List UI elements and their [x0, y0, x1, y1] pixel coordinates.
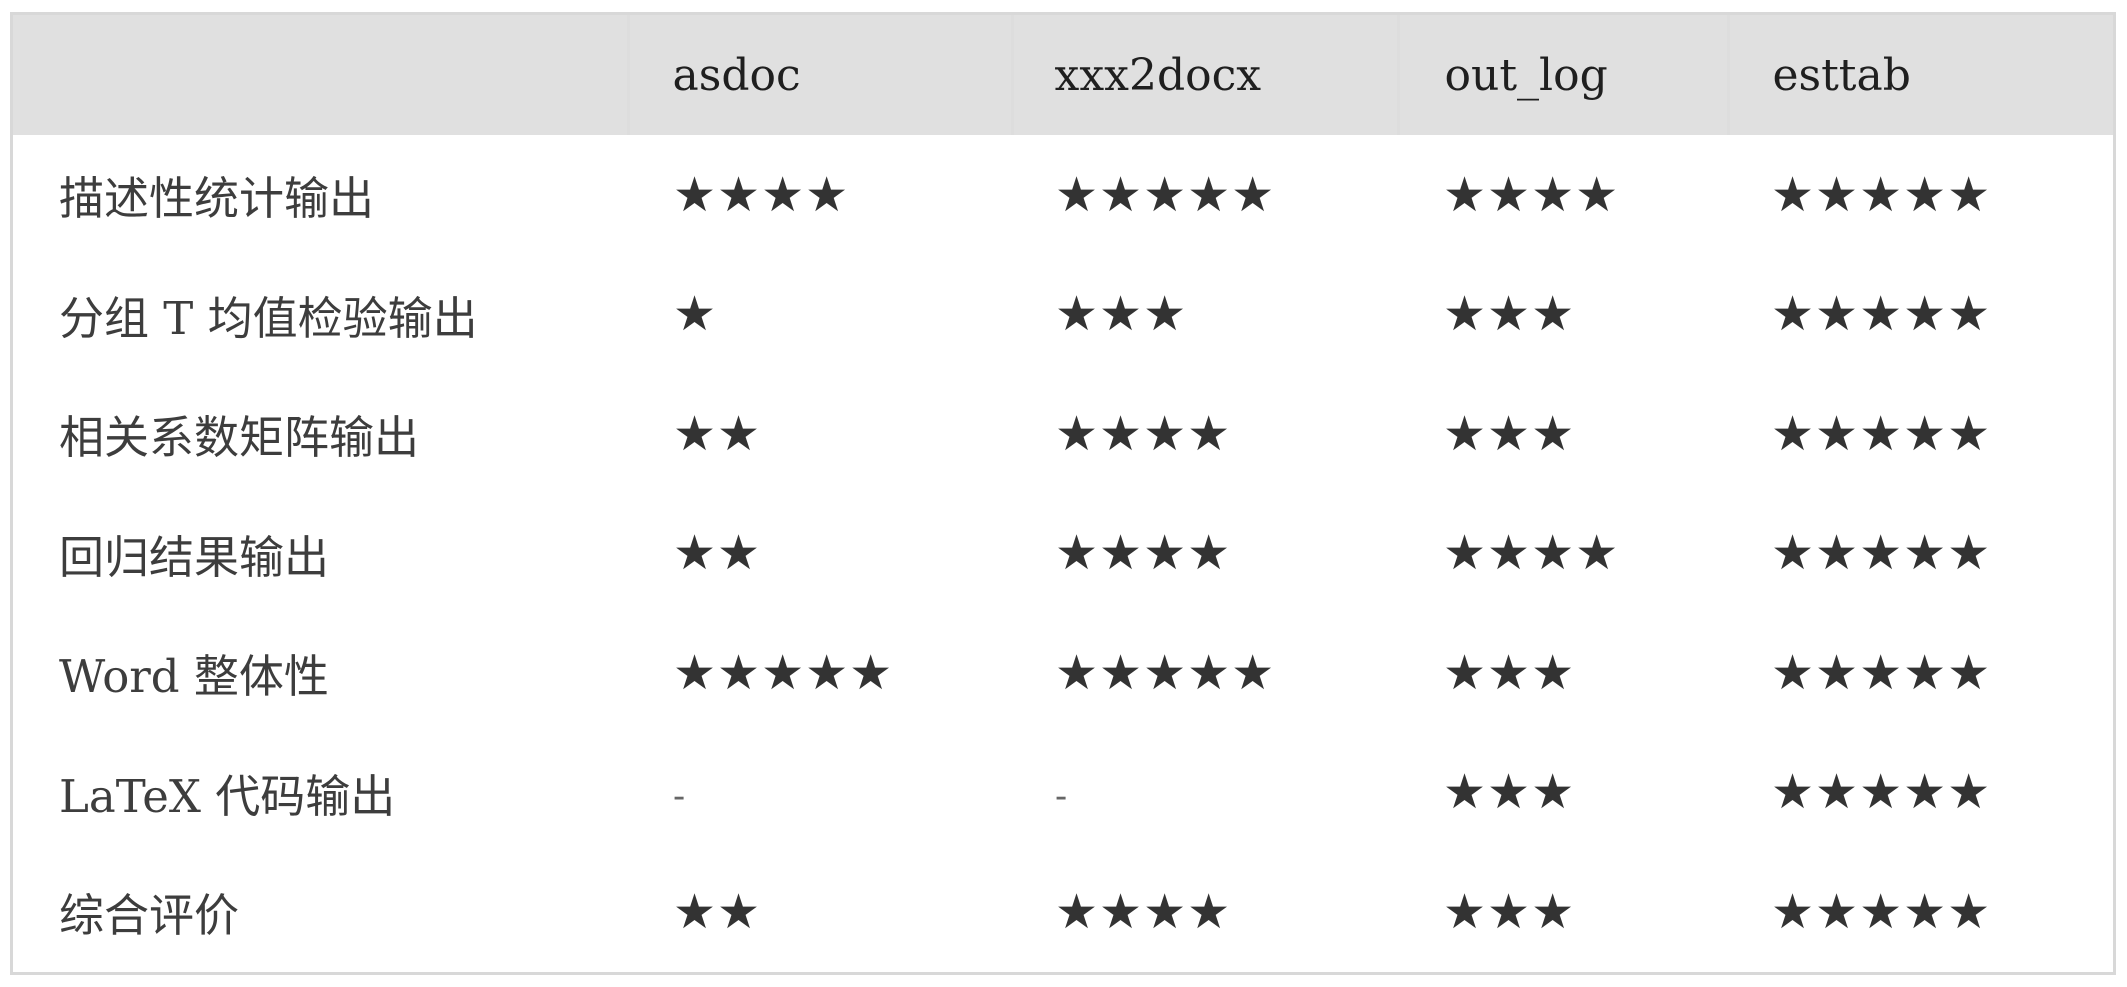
star-icons: ★★★: [1055, 286, 1188, 343]
star-icons: ★★★★★: [1771, 644, 1992, 701]
star-rating: ★★★★★: [1728, 255, 2113, 375]
star-rating: ★★★★: [1012, 852, 1398, 972]
star-icons: ★★★★: [1055, 405, 1232, 462]
star-rating: ★★★★★: [1728, 374, 2113, 494]
star-icons: ★★★: [1443, 883, 1576, 940]
row-label: 分组 T 均值检验输出: [59, 291, 478, 345]
header-out-log: out_log: [1398, 15, 1730, 135]
rating-dash: -: [628, 733, 1012, 853]
star-icons: ★★★★★: [1771, 764, 1992, 821]
star-rating: ★★★★★: [628, 613, 1012, 733]
star-rating: ★★★★★: [1728, 613, 2113, 733]
star-rating: ★★★★★: [1012, 135, 1398, 255]
star-rating: ★★★: [1398, 374, 1728, 494]
table-row: 描述性统计输出 ★★★★ ★★★★★ ★★★★ ★★★★★: [13, 135, 2113, 255]
star-rating: ★★★★: [1398, 494, 1728, 614]
star-icons: ★★★★★: [1771, 286, 1992, 343]
header-xxx2docx: xxx2docx: [1012, 15, 1400, 135]
star-icons: ★★★: [1443, 644, 1576, 701]
star-icons: ★★★★★: [1771, 166, 1992, 223]
table-row: 综合评价 ★★ ★★★★ ★★★ ★★★★★: [13, 852, 2113, 972]
star-rating: ★★: [628, 374, 1012, 494]
star-rating: ★★★: [1398, 613, 1728, 733]
star-rating: ★★★★: [1012, 494, 1398, 614]
row-label: 相关系数矩阵输出: [59, 411, 420, 465]
star-icons: ★★: [673, 525, 762, 582]
row-label: 描述性统计输出: [59, 172, 375, 226]
star-icons: ★★★: [1443, 405, 1576, 462]
star-icons: ★★: [673, 405, 762, 462]
rating-dash: -: [1012, 733, 1398, 853]
table-row: Word 整体性 ★★★★★ ★★★★★ ★★★ ★★★★★: [13, 613, 2113, 733]
star-icons: ★★★★★: [1055, 166, 1276, 223]
star-rating: ★★★: [1012, 255, 1398, 375]
dash-text: -: [673, 775, 686, 817]
row-label: 综合评价: [59, 889, 240, 943]
star-icons: ★★★★: [1443, 166, 1620, 223]
row-label: LaTeX 代码输出: [59, 769, 396, 823]
star-rating: ★★★★★: [1728, 135, 2113, 255]
header-asdoc: asdoc: [628, 15, 1014, 135]
star-rating: ★★: [628, 852, 1012, 972]
star-rating: ★★★: [1398, 852, 1728, 972]
table-row: 分组 T 均值检验输出 ★ ★★★ ★★★ ★★★★★: [13, 255, 2113, 375]
star-icons: ★★★★: [1055, 883, 1232, 940]
star-icons: ★★★★: [673, 166, 850, 223]
header-esttab: esttab: [1772, 49, 1911, 101]
star-rating: ★★★: [1398, 255, 1728, 375]
star-icons: ★★★★: [1055, 525, 1232, 582]
star-rating: ★★★★: [1398, 135, 1728, 255]
star-icons: ★: [673, 286, 718, 343]
star-rating: ★★★★★: [1728, 494, 2113, 614]
star-rating: ★★★★★: [1012, 613, 1398, 733]
row-label: 回归结果输出: [59, 530, 330, 584]
star-icons: ★★★: [1443, 286, 1576, 343]
star-icons: ★★★★★: [1771, 525, 1992, 582]
row-label: Word 整体性: [59, 650, 329, 704]
star-rating: ★★: [628, 494, 1012, 614]
table-row: LaTeX 代码输出 - - ★★★ ★★★★★: [13, 733, 2113, 853]
star-rating: ★★★★★: [1728, 733, 2113, 853]
star-icons: ★★★★★: [673, 644, 894, 701]
star-rating: ★★★★: [628, 135, 1012, 255]
star-rating: ★: [628, 255, 1012, 375]
star-icons: ★★★★★: [1771, 883, 1992, 940]
dash-text: -: [1055, 775, 1068, 817]
comparison-table: asdoc xxx2docx out_log esttab 描述性统计输出 ★★★…: [13, 15, 2113, 972]
table-row: 回归结果输出 ★★ ★★★★ ★★★★ ★★★★★: [13, 494, 2113, 614]
star-icons: ★★★★★: [1771, 405, 1992, 462]
star-rating: ★★★★: [1012, 374, 1398, 494]
comparison-table-frame: asdoc xxx2docx out_log esttab 描述性统计输出 ★★★…: [10, 12, 2116, 975]
header-empty-cell: [13, 15, 630, 135]
table-row: 相关系数矩阵输出 ★★ ★★★★ ★★★ ★★★★★: [13, 374, 2113, 494]
star-icons: ★★: [673, 883, 762, 940]
table-header-row: asdoc xxx2docx out_log esttab: [13, 15, 2113, 135]
star-icons: ★★★★: [1443, 525, 1620, 582]
star-icons: ★★★: [1443, 764, 1576, 821]
star-rating: ★★★★★: [1728, 852, 2113, 972]
star-rating: ★★★: [1398, 733, 1728, 853]
star-icons: ★★★★★: [1055, 644, 1276, 701]
